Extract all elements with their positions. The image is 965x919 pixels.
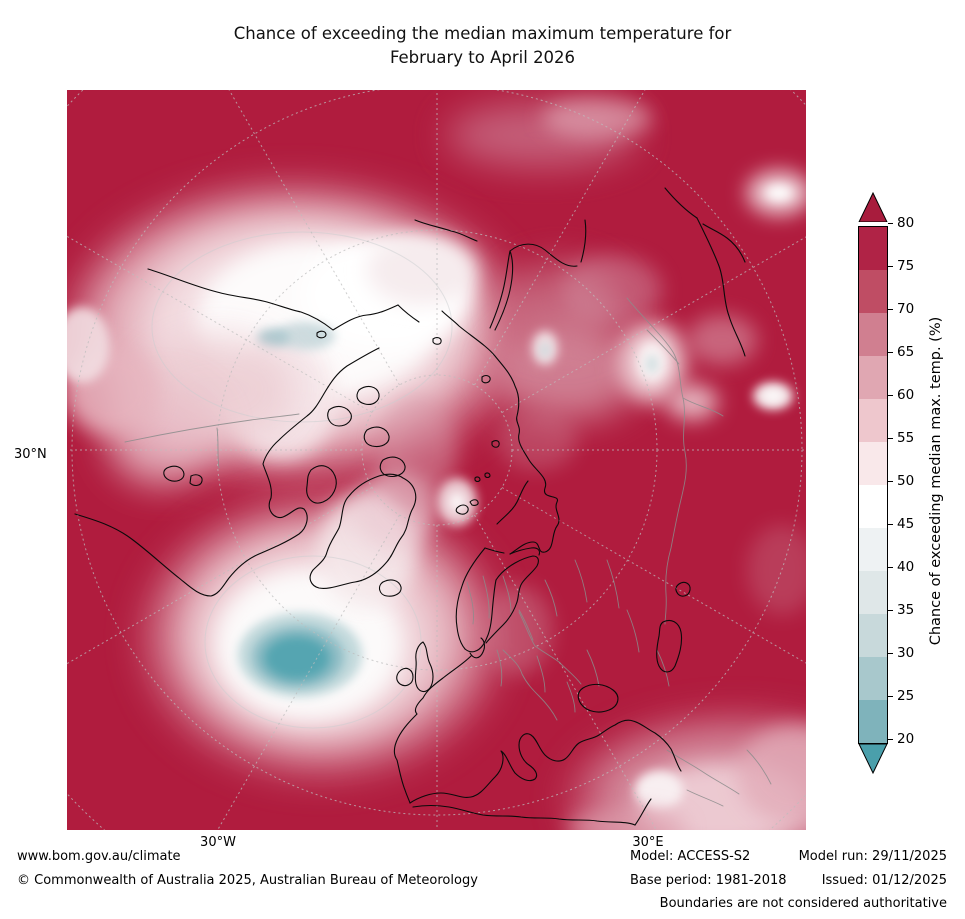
colorbar-tick bbox=[888, 566, 893, 568]
colorbar-tick bbox=[888, 738, 893, 740]
colorbar-segment bbox=[859, 442, 887, 485]
colorbar-tick-label: 55 bbox=[897, 430, 915, 446]
colorbar-bar bbox=[858, 226, 888, 744]
colorbar-tick bbox=[888, 308, 893, 310]
chart-title: Chance of exceeding the median maximum t… bbox=[0, 22, 965, 70]
colorbar-segment bbox=[859, 528, 887, 571]
colorbar-tick bbox=[888, 394, 893, 396]
colorbar-tick bbox=[888, 695, 893, 697]
colorbar-tick-label: 65 bbox=[897, 344, 915, 360]
colorbar-tick bbox=[888, 652, 893, 654]
colorbar-segment bbox=[859, 571, 887, 614]
colorbar-segment bbox=[859, 657, 887, 700]
footer-base-period: Base period: 1981-2018 bbox=[630, 873, 787, 888]
colorbar-tick bbox=[888, 523, 893, 525]
colorbar-segment bbox=[859, 227, 887, 270]
colorbar-tick-label: 60 bbox=[897, 387, 915, 403]
footer-copyright: © Commonwealth of Australia 2025, Austra… bbox=[17, 873, 478, 888]
country-borders bbox=[124, 297, 772, 807]
colorbar-tick bbox=[888, 265, 893, 267]
colorbar-segment bbox=[859, 313, 887, 356]
colorbar-tick-label: 20 bbox=[897, 731, 915, 747]
colorbar-tick-label: 30 bbox=[897, 645, 915, 661]
longitude-label-west: 30°W bbox=[200, 835, 236, 850]
colorbar-tick-label: 40 bbox=[897, 559, 915, 575]
chart-title-line1: Chance of exceeding the median maximum t… bbox=[233, 24, 732, 43]
colorbar-tick bbox=[888, 222, 893, 224]
colorbar-tick-label: 25 bbox=[897, 688, 915, 704]
colorbar-segment bbox=[859, 399, 887, 442]
colorbar-tick-label: 45 bbox=[897, 516, 915, 532]
colorbar-axis-label: Chance of exceeding median max. temp. (%… bbox=[928, 316, 944, 646]
colorbar-segment bbox=[859, 700, 887, 743]
footer-model: Model: ACCESS-S2 bbox=[630, 849, 751, 864]
colorbar-tick bbox=[888, 437, 893, 439]
footer-model-run: Model run: 29/11/2025 bbox=[798, 849, 947, 864]
colorbar-tick-label: 35 bbox=[897, 602, 915, 618]
footer-disclaimer: Boundaries are not considered authoritat… bbox=[659, 896, 947, 911]
colorbar-segment bbox=[859, 356, 887, 399]
longitude-label-east: 30°E bbox=[632, 835, 664, 850]
colorbar-tick bbox=[888, 480, 893, 482]
colorbar-arrow-bottom bbox=[858, 743, 888, 775]
colorbar-tick-label: 75 bbox=[897, 258, 915, 274]
colorbar-segment bbox=[859, 485, 887, 528]
colorbar-tick-label: 80 bbox=[897, 215, 915, 231]
colorbar-tick-label: 50 bbox=[897, 473, 915, 489]
latitude-label: 30°N bbox=[14, 447, 47, 462]
colorbar-tick bbox=[888, 609, 893, 611]
footer-issued: Issued: 01/12/2025 bbox=[821, 873, 947, 888]
footer-website: www.bom.gov.au/climate bbox=[17, 849, 181, 864]
colorbar-tick bbox=[888, 351, 893, 353]
colorbar: 80 75 70 65 60 55 50 45 40 35 30 25 20 bbox=[858, 191, 914, 778]
colorbar-segment bbox=[859, 614, 887, 657]
chart-title-line2: February to April 2026 bbox=[389, 48, 576, 67]
colorbar-tick-label: 70 bbox=[897, 301, 915, 317]
colorbar-arrow-top bbox=[858, 191, 888, 223]
coastlines bbox=[74, 187, 746, 826]
colorbar-segment bbox=[859, 270, 887, 313]
